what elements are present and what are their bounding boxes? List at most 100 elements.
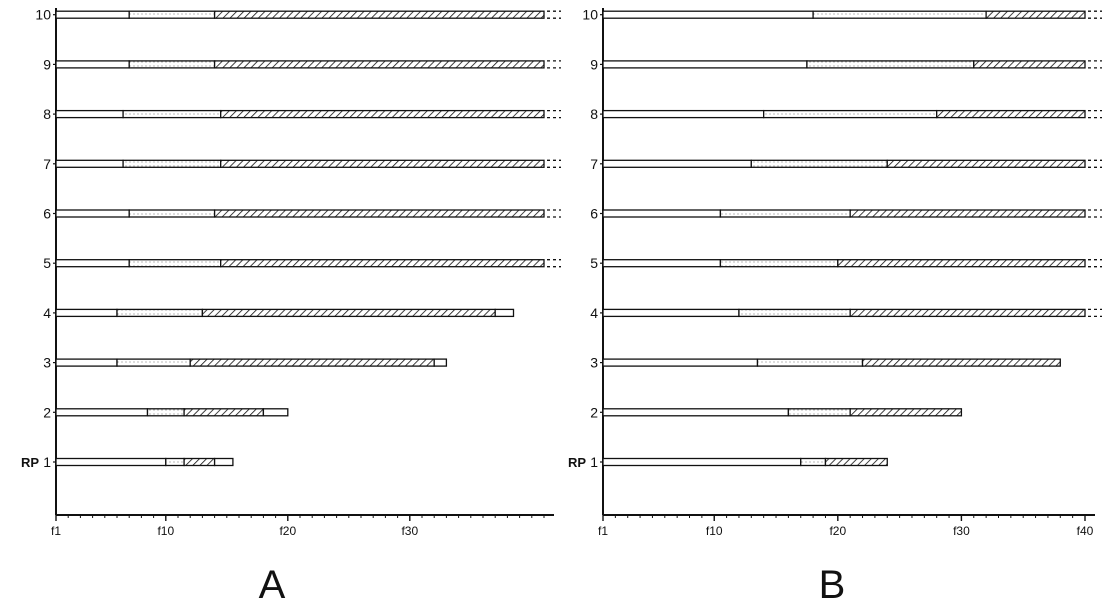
bar-segment-open (55, 259, 130, 268)
row-label: 6 (43, 206, 51, 222)
row-label: 7 (590, 156, 598, 172)
bar-segment-hatched (213, 10, 545, 19)
row-label: 1 (590, 454, 598, 470)
bar-segment-open (213, 457, 234, 467)
bar-segment-hatched (849, 308, 1086, 318)
bar-segment-open (602, 10, 814, 19)
row-label: 9 (43, 56, 51, 72)
row-label: 3 (590, 355, 598, 371)
bar-segment-dotted (116, 358, 191, 367)
bar-segment-hatched (220, 259, 545, 268)
bar-segment-hatched (936, 109, 1086, 119)
bar-segment-hatched (220, 109, 545, 119)
bar-segment-hatched (213, 60, 545, 69)
x-tick-label: f40 (1077, 524, 1094, 538)
row-label: 1 (43, 454, 51, 470)
bar-segment-open (55, 408, 149, 417)
panel-label: B (819, 563, 846, 607)
row-label: 6 (590, 206, 598, 222)
bar-segment-dotted (128, 60, 216, 69)
bar-segment-hatched (849, 209, 1086, 218)
x-tick-label: f10 (157, 524, 174, 538)
bar-segment-dotted (763, 109, 938, 119)
row-label: 5 (43, 255, 51, 271)
bar-segment-open (55, 358, 118, 367)
bar-segment-dotted (750, 159, 888, 168)
bar-segment-hatched (837, 259, 1086, 268)
row-label: 8 (43, 106, 51, 122)
bar-segment-dotted (756, 358, 864, 367)
row-label: 9 (590, 56, 598, 72)
bar-segment-hatched (824, 457, 888, 467)
bar-segment-open (55, 159, 124, 168)
bar-segment-dotted (128, 209, 216, 218)
x-tick-label: f10 (706, 524, 723, 538)
bar-segment-hatched (973, 60, 1086, 69)
bar-segment-hatched (201, 308, 496, 318)
bar-segment-dotted (738, 308, 851, 318)
bar-segment-dotted (122, 109, 222, 119)
x-tick-label: f1 (598, 524, 608, 538)
row-label: 8 (590, 106, 598, 122)
x-tick-label: f20 (829, 524, 846, 538)
bar-segment-open (55, 457, 167, 467)
bar-segment-open (262, 408, 289, 417)
bar-segment-dotted (128, 10, 216, 19)
row-label: 5 (590, 255, 598, 271)
bar-segment-open (55, 109, 124, 119)
bar-segment-hatched (849, 408, 963, 417)
bar-segment-open (433, 358, 448, 367)
panel-b: f1 f10 f20 f30 f40 1 RP 2 3 4 5 6 7 8 9 10 B (568, 7, 1102, 607)
x-tick-label: f20 (279, 524, 296, 538)
bar-segment-dotted (787, 408, 851, 417)
row-label: 4 (590, 305, 598, 321)
bar-segment-dotted (128, 259, 222, 268)
bar-segment-open (602, 408, 790, 417)
bar-segment-dotted (812, 10, 987, 19)
bar-segment-hatched (985, 10, 1086, 19)
bar-segment-dotted (146, 408, 185, 417)
row-prefix-label: RP (21, 455, 39, 470)
bar-segment-open (602, 109, 765, 119)
bar-segment-open (55, 308, 118, 318)
x-tick-label: f30 (953, 524, 970, 538)
bar-segment-open (602, 259, 722, 268)
bar-segment-open (55, 209, 130, 218)
bar-segment-open (55, 10, 130, 19)
bar-segment-hatched (183, 408, 265, 417)
bar-segment-dotted (806, 60, 975, 69)
row-prefix-label: RP (568, 455, 586, 470)
bar-segment-open (602, 209, 722, 218)
row-label: 4 (43, 305, 51, 321)
bar-segment-hatched (886, 159, 1086, 168)
bar-segment-dotted (719, 259, 839, 268)
x-tick-label: f30 (401, 524, 418, 538)
bar-segment-hatched (213, 209, 545, 218)
row-label: 10 (582, 7, 598, 23)
bar-segment-dotted (116, 308, 204, 318)
x-tick-label: f1 (51, 524, 61, 538)
bar-segment-open (602, 60, 808, 69)
bar-segment-open (602, 358, 759, 367)
panel-label: A (259, 563, 286, 607)
bar-segment-hatched (220, 159, 545, 168)
row-label: 2 (590, 404, 598, 420)
bar-segment-dotted (719, 209, 851, 218)
bar-segment-open (602, 308, 740, 318)
bar-segment-dotted (800, 457, 827, 467)
bar-segment-dotted (165, 457, 185, 467)
bar-segment-hatched (861, 358, 1061, 367)
bar-segment-open (55, 60, 130, 69)
row-label: 10 (35, 7, 51, 23)
panel-a: f1 f10 f20 f30 1 RP 2 3 4 5 6 7 8 9 10 A (21, 7, 561, 607)
bar-segment-hatched (189, 358, 435, 367)
row-label: 2 (43, 404, 51, 420)
row-label: 7 (43, 156, 51, 172)
bar-segment-hatched (183, 457, 216, 467)
bar-segment-open (602, 159, 752, 168)
bar-segment-open (602, 457, 802, 467)
bar-segment-dotted (122, 159, 222, 168)
bar-segment-open (494, 308, 515, 318)
row-label: 3 (43, 355, 51, 371)
